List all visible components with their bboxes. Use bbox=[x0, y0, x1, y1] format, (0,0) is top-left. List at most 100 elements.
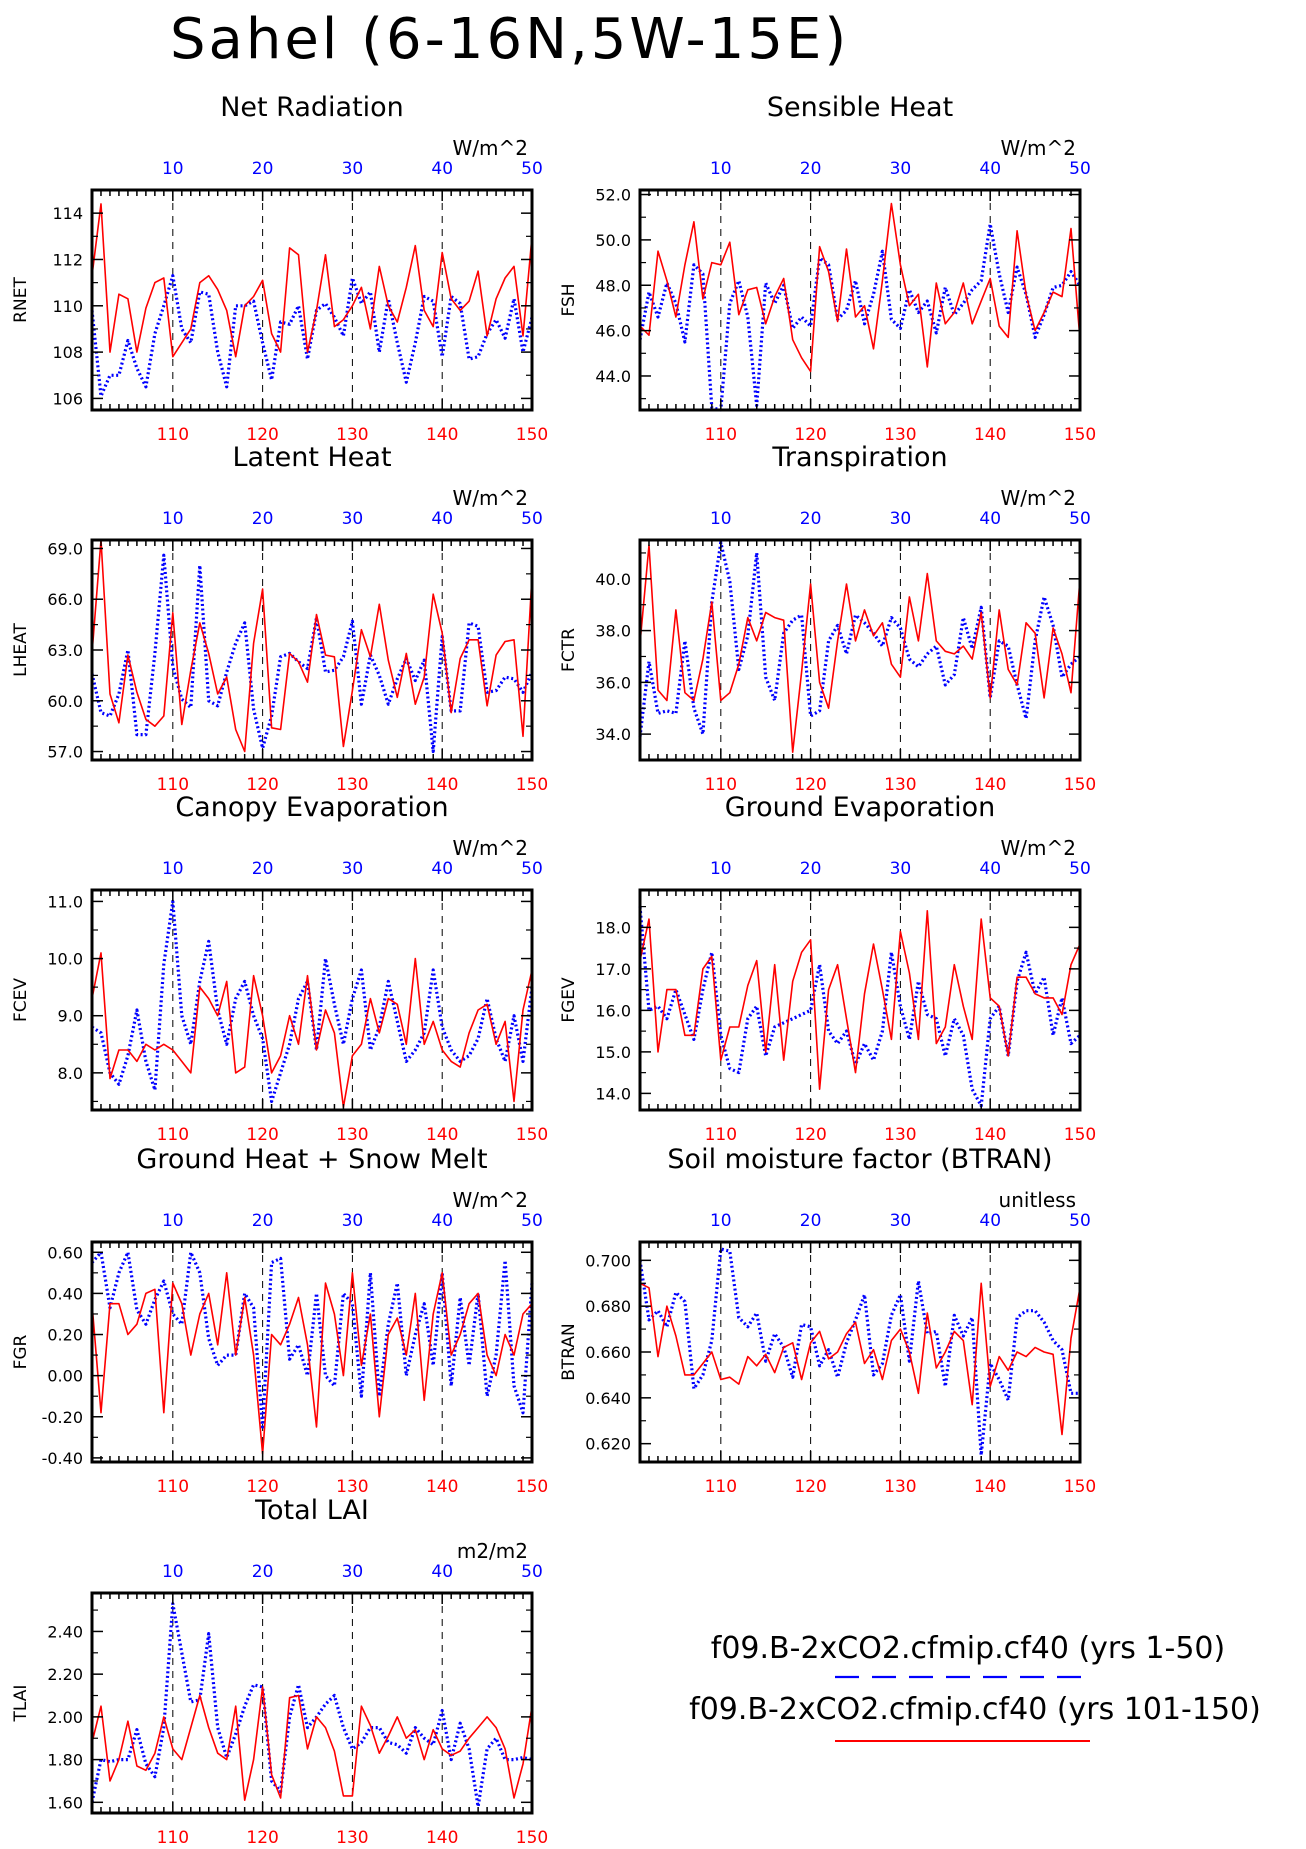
panel-fctr: Transpiration W/m^2 FCTR 10 20 30 40 50 110 120 13… bbox=[559, 442, 1096, 795]
bottom-tick-label: 110 bbox=[157, 1477, 189, 1497]
y-tick-label: 2.00 bbox=[47, 1708, 83, 1727]
top-tick-label: 10 bbox=[710, 159, 732, 179]
bottom-tick-label: 140 bbox=[426, 775, 458, 795]
y-tick-label: 11.0 bbox=[47, 892, 83, 911]
y-tick-label: 108 bbox=[52, 343, 83, 362]
series-line-yrs-1-50 bbox=[638, 222, 1082, 412]
series-line-yrs-1-50 bbox=[638, 1247, 1080, 1457]
series-line-yrs-101-150 bbox=[91, 1686, 533, 1801]
y-tick-label: 110 bbox=[52, 297, 83, 316]
plot-frame bbox=[638, 538, 1082, 762]
panel-title: Ground Evaporation bbox=[725, 792, 996, 823]
top-tick-label: 40 bbox=[431, 509, 453, 529]
y-tick-label: 16.0 bbox=[595, 1001, 631, 1020]
bottom-tick-label: 150 bbox=[516, 1828, 548, 1848]
bottom-tick-label: 110 bbox=[157, 425, 189, 445]
bottom-tick-label: 140 bbox=[426, 425, 458, 445]
series-line-yrs-101-150 bbox=[639, 202, 1081, 373]
figure-title: Sahel (6-16N,5W-15E) bbox=[170, 7, 849, 72]
y-tick-label: 0.620 bbox=[585, 1435, 631, 1454]
bottom-tick-label: 130 bbox=[336, 425, 368, 445]
panel-title: Net Radiation bbox=[220, 92, 404, 123]
bottom-tick-label: 130 bbox=[884, 1477, 916, 1497]
top-tick-label: 50 bbox=[521, 1211, 543, 1231]
y-tick-label: 1.80 bbox=[47, 1751, 83, 1770]
series-line-yrs-101-150 bbox=[91, 1272, 533, 1455]
panel-tlai: Total LAI m2/m2 TLAI 10 20 30 40 50 110 120 130 140… bbox=[11, 1495, 548, 1848]
y-tick-label: 0.40 bbox=[47, 1284, 83, 1303]
bottom-tick-label: 130 bbox=[884, 775, 916, 795]
y-axis-label: FSH bbox=[559, 283, 579, 316]
y-axis-label: FGEV bbox=[559, 977, 579, 1023]
y-axis-label: FCEV bbox=[11, 978, 31, 1022]
y-tick-label: 9.0 bbox=[58, 1007, 83, 1026]
bottom-tick-label: 120 bbox=[794, 425, 826, 445]
y-tick-label: 0.700 bbox=[585, 1251, 631, 1270]
top-tick-label: 20 bbox=[252, 1211, 274, 1231]
y-tick-label: 0.660 bbox=[585, 1343, 631, 1362]
top-tick-label: 20 bbox=[252, 859, 274, 879]
y-axis-label: RNET bbox=[11, 277, 31, 323]
top-tick-label: 50 bbox=[521, 1562, 543, 1582]
series-line-yrs-1-50 bbox=[90, 553, 534, 754]
bottom-tick-label: 110 bbox=[157, 1125, 189, 1145]
plot-frame bbox=[638, 888, 1082, 1112]
top-tick-label: 10 bbox=[710, 1211, 732, 1231]
bottom-tick-label: 110 bbox=[157, 775, 189, 795]
plot-frame bbox=[90, 188, 534, 412]
bottom-tick-label: 140 bbox=[426, 1477, 458, 1497]
bottom-tick-label: 110 bbox=[157, 1828, 189, 1848]
top-tick-label: 30 bbox=[890, 1211, 912, 1231]
panel-fsh: Sensible Heat W/m^2 FSH 10 20 30 40 50 110 120 130… bbox=[559, 92, 1096, 445]
y-tick-label: 60.0 bbox=[47, 692, 83, 711]
plot-frame bbox=[90, 1240, 534, 1464]
y-tick-label: 2.40 bbox=[47, 1622, 83, 1641]
bottom-tick-label: 140 bbox=[974, 1477, 1006, 1497]
top-tick-label: 30 bbox=[342, 159, 364, 179]
y-tick-label: 0.20 bbox=[47, 1326, 83, 1345]
bottom-tick-label: 140 bbox=[974, 1125, 1006, 1145]
bottom-tick-label: 150 bbox=[1064, 425, 1096, 445]
y-tick-label: 63.0 bbox=[47, 641, 83, 660]
series-line-yrs-101-150 bbox=[91, 539, 533, 753]
bottom-tick-label: 120 bbox=[794, 1125, 826, 1145]
y-tick-label: 14.0 bbox=[595, 1084, 631, 1103]
top-tick-label: 10 bbox=[162, 159, 184, 179]
units-label: W/m^2 bbox=[453, 1188, 528, 1212]
units-label: m2/m2 bbox=[457, 1539, 528, 1563]
top-tick-label: 40 bbox=[431, 1562, 453, 1582]
top-tick-label: 10 bbox=[710, 509, 732, 529]
top-tick-label: 40 bbox=[431, 159, 453, 179]
bottom-tick-label: 130 bbox=[336, 1477, 368, 1497]
top-tick-label: 30 bbox=[890, 509, 912, 529]
top-tick-label: 50 bbox=[1069, 1211, 1091, 1231]
bottom-tick-label: 140 bbox=[974, 775, 1006, 795]
y-tick-label: -0.40 bbox=[42, 1449, 83, 1468]
top-tick-label: 50 bbox=[521, 859, 543, 879]
bottom-tick-label: 110 bbox=[705, 1125, 737, 1145]
top-tick-label: 20 bbox=[800, 1211, 822, 1231]
top-tick-label: 30 bbox=[342, 509, 364, 529]
plot-frame bbox=[90, 1591, 534, 1815]
bottom-tick-label: 120 bbox=[794, 775, 826, 795]
units-label: W/m^2 bbox=[1001, 486, 1076, 510]
plot-frame bbox=[90, 888, 534, 1112]
top-tick-label: 50 bbox=[1069, 509, 1091, 529]
top-tick-label: 40 bbox=[979, 509, 1001, 529]
top-tick-label: 20 bbox=[252, 509, 274, 529]
y-tick-label: 69.0 bbox=[47, 539, 83, 558]
y-tick-label: 38.0 bbox=[595, 622, 631, 641]
top-tick-label: 30 bbox=[890, 859, 912, 879]
bottom-tick-label: 120 bbox=[794, 1477, 826, 1497]
top-tick-label: 40 bbox=[431, 859, 453, 879]
top-tick-label: 10 bbox=[710, 859, 732, 879]
panel-title: Transpiration bbox=[771, 442, 947, 473]
panel-title: Total LAI bbox=[254, 1495, 369, 1526]
panels: Net Radiation W/m^2 RNET 10 20 30 40 50 110 120 13… bbox=[11, 92, 1096, 1848]
series-line-yrs-101-150 bbox=[639, 544, 1081, 754]
y-axis-label: LHEAT bbox=[11, 623, 31, 677]
top-tick-label: 40 bbox=[979, 159, 1001, 179]
